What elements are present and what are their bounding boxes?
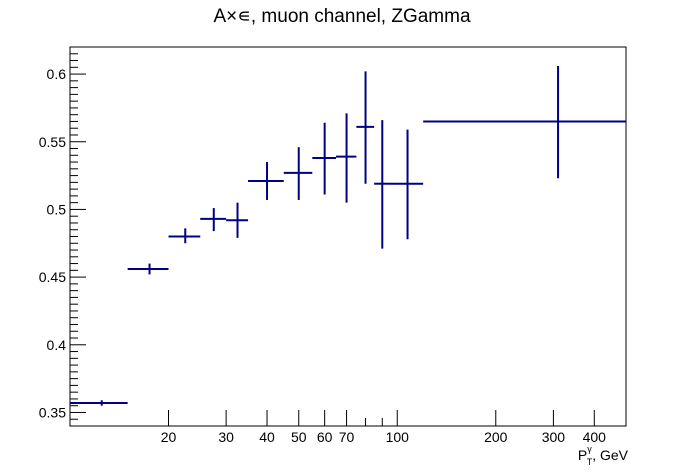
x-tick-label: 60 — [317, 429, 333, 445]
x-axis: 20 30 40 50 60 70 100 200 300 400 — [161, 410, 606, 445]
y-tick-label: 0.45 — [39, 269, 66, 285]
data-series — [70, 65, 626, 406]
data-point — [70, 400, 128, 406]
x-tick-label: 50 — [291, 429, 307, 445]
data-point — [226, 202, 249, 238]
data-point — [168, 228, 201, 244]
data-point — [423, 65, 626, 179]
data-point — [127, 263, 169, 275]
data-point — [312, 122, 337, 195]
x-tick-label: 30 — [218, 429, 234, 445]
x-tick-label: 300 — [542, 429, 566, 445]
y-tick-label: 0.5 — [47, 201, 67, 217]
x-tick-label: 20 — [161, 429, 177, 445]
plot-frame — [69, 46, 627, 427]
y-tick-label: 0.35 — [39, 404, 66, 420]
x-tick-label: 200 — [484, 429, 508, 445]
data-point — [356, 71, 375, 184]
x-tick-label: 100 — [386, 429, 410, 445]
x-axis-title-sub: T — [587, 457, 593, 467]
x-axis-title: Pγ T, GeV — [578, 444, 629, 467]
data-point — [248, 162, 284, 200]
y-tick-label: 0.6 — [47, 66, 67, 82]
y-axis: 0.35 0.4 0.45 0.5 0.55 0.6 — [39, 46, 86, 420]
y-tick-label: 0.55 — [39, 134, 66, 150]
x-axis-title-base: P — [578, 447, 587, 463]
data-point — [200, 208, 227, 232]
x-tick-label: 400 — [583, 429, 607, 445]
x-tick-label: 70 — [339, 429, 355, 445]
x-axis-title-sup: γ — [587, 444, 592, 454]
data-point — [389, 129, 424, 240]
data-point — [336, 113, 357, 203]
data-point — [374, 120, 390, 249]
y-tick-label: 0.4 — [47, 337, 67, 353]
x-axis-title-rest: , GeV — [592, 447, 628, 463]
x-tick-label: 40 — [259, 429, 275, 445]
chart-title: A×∊, muon channel, ZGamma — [213, 6, 470, 27]
data-point — [283, 147, 313, 200]
